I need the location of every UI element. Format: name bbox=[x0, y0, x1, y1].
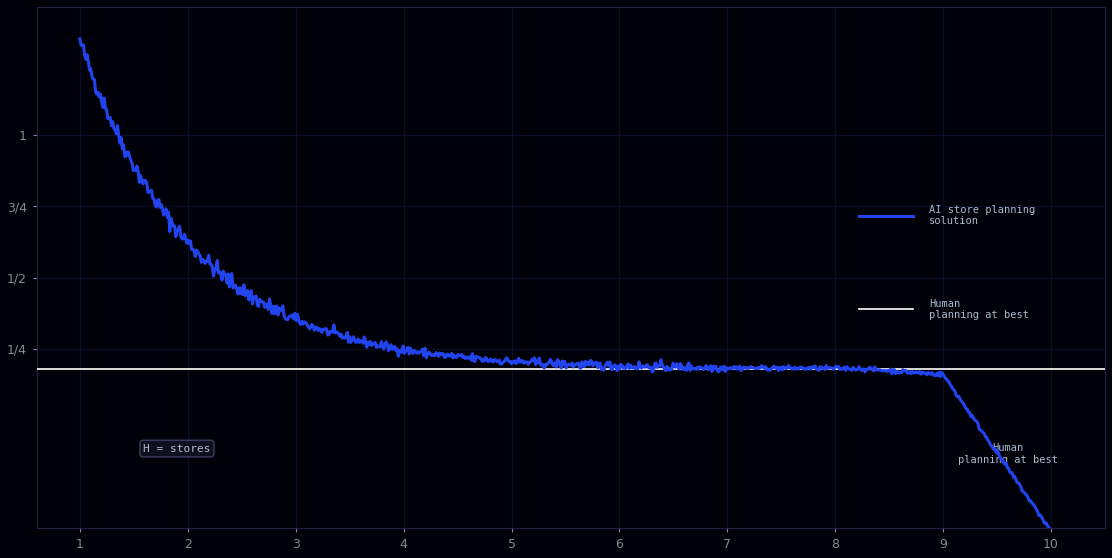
Text: AI store planning
solution: AI store planning solution bbox=[929, 205, 1035, 227]
Text: Human
planning at best: Human planning at best bbox=[929, 299, 1029, 320]
Text: H = stores: H = stores bbox=[143, 444, 210, 454]
Text: Human
planning at best: Human planning at best bbox=[957, 444, 1058, 465]
